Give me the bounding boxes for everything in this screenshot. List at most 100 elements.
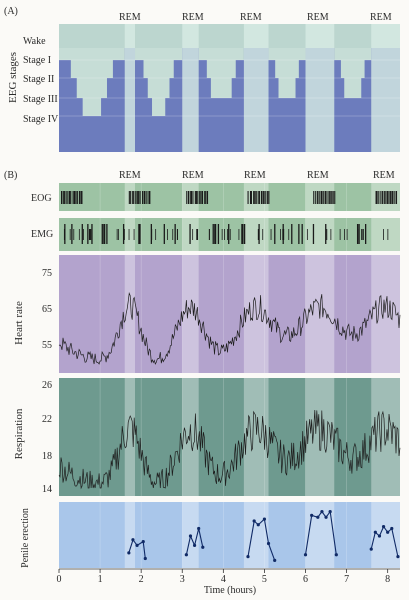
x-tick-label-6: 6: [303, 574, 308, 585]
penile-point-5-1: [369, 547, 373, 551]
stage-1-label: Stage I: [23, 55, 51, 66]
hr-tick-75: 75: [42, 268, 52, 279]
penile-point-3-2: [252, 519, 256, 523]
penile-point-3-5: [266, 541, 271, 546]
penile-background: [59, 502, 400, 568]
x-tick-label-4: 4: [221, 574, 226, 585]
rem-label-b-4: REM: [307, 170, 329, 181]
emg-rem-band-3: [243, 218, 269, 251]
penile-segment-3: [247, 517, 276, 561]
penile-point-1-3: [135, 543, 139, 547]
penile-point-2-5: [201, 545, 205, 549]
respiration-rem-band-3: [243, 378, 269, 496]
penile-point-5-2: [373, 530, 377, 534]
penile-rem-band-5: [371, 502, 400, 568]
stage-wake-label: Wake: [23, 36, 46, 47]
penile-point-5-5: [386, 530, 390, 534]
rem-period-a-1: [124, 24, 136, 152]
penile-point-2-2: [188, 534, 193, 538]
emg-label: EMG: [31, 229, 53, 240]
panel-a-label: (A): [4, 6, 18, 17]
heart-rate-rem-band-5: [371, 255, 400, 373]
hr-tick-65: 65: [42, 304, 52, 315]
penile-point-5-4: [381, 525, 386, 529]
sleep-cycle-5-stage-2: [340, 60, 365, 78]
rem-period-a-5: [371, 24, 400, 152]
sleep-cycle-2-stage-3: [147, 78, 170, 98]
resp-tick-18: 18: [42, 451, 52, 462]
penile-point-3-3: [256, 523, 260, 527]
x-tick-label-0: 0: [57, 574, 62, 585]
emg-rem-band-4: [305, 218, 335, 251]
penile-point-2-4: [197, 526, 201, 531]
heart-rate-background: [59, 255, 400, 373]
x-tick-label-1: 1: [98, 574, 103, 585]
rem-label-a-2: REM: [182, 12, 204, 23]
respiration-rem-band-1: [124, 378, 136, 496]
penile-point-1-4: [141, 540, 145, 544]
sleep-cycle-2-stage-4: [152, 98, 166, 116]
emg-rem-band-1: [124, 218, 136, 251]
resp-tick-14: 14: [42, 484, 52, 495]
sleep-cycle-1-stage-3: [76, 78, 107, 98]
x-tick-label-5: 5: [262, 574, 267, 585]
x-tick-label-7: 7: [344, 574, 349, 585]
rem-label-a-3: REM: [240, 12, 262, 23]
penile-point-5-6: [390, 526, 394, 531]
penile-point-1-1: [127, 551, 131, 555]
respiration-rem-band-2: [182, 378, 199, 496]
rem-label-a-1: REM: [119, 12, 141, 23]
x-tick-label-3: 3: [180, 574, 185, 585]
sleep-cycle-2-stage-2: [143, 60, 174, 78]
sleep-cycle-4-stage-2: [275, 60, 299, 78]
rem-period-a-4: [305, 24, 335, 152]
penile-point-4-7: [334, 553, 338, 557]
resp-tick-26: 26: [42, 380, 52, 391]
penile-point-2-1: [184, 553, 188, 557]
penile-point-5-3: [377, 534, 382, 538]
rem-label-b-1: REM: [119, 170, 141, 181]
sleep-cycle-1-stage-2: [70, 60, 113, 78]
penile-point-1-5: [143, 556, 147, 561]
penile-point-4-6: [328, 510, 332, 514]
eog-label: EOG: [31, 193, 52, 204]
penile-point-3-6: [273, 558, 277, 562]
emg-background: [59, 218, 400, 251]
x-axis-label: Time (hours): [204, 585, 256, 596]
sleep-cycle-3-stage-2: [206, 60, 236, 78]
wake-band: [59, 24, 400, 48]
sleep-cycle-3-stage-3: [210, 78, 232, 98]
respiration-trace: [58, 409, 401, 490]
respiration-axis-label: Respiration: [13, 408, 25, 459]
rem-label-b-5: REM: [373, 170, 395, 181]
rem-label-b-2: REM: [182, 170, 204, 181]
penile-point-4-4: [320, 510, 324, 514]
sleep-cycle-2-top: [135, 48, 183, 60]
penile-point-4-1: [303, 553, 308, 557]
penile-erection-axis-label: Penile erection: [20, 508, 31, 568]
rem-period-a-3: [243, 24, 269, 152]
penile-point-4-3: [316, 515, 320, 519]
stage-3-label: Stage III: [23, 94, 58, 105]
penile-point-1-2: [131, 538, 135, 542]
x-tick-label-8: 8: [385, 574, 390, 585]
panel-a: [59, 24, 400, 152]
heart-rate-rem-band-1: [124, 255, 136, 373]
rem-label-a-5: REM: [370, 12, 392, 23]
rem-label-b-3: REM: [244, 170, 266, 181]
sleep-cycle-1-top: [59, 48, 125, 60]
penile-point-4-5: [324, 515, 328, 519]
hr-tick-55: 55: [42, 340, 52, 351]
respiration-rem-band-4: [305, 378, 335, 496]
sleep-cycle-5-top: [334, 48, 372, 60]
penile-rem-band-1: [124, 502, 136, 568]
eeg-stages-axis-label: EEG stages: [7, 52, 19, 103]
panel-b-label: (B): [4, 170, 17, 181]
penile-point-2-3: [192, 543, 197, 547]
sleep-cycle-1-stage-4: [82, 98, 102, 116]
penile-point-4-2: [310, 513, 314, 517]
rem-period-a-2: [182, 24, 199, 152]
heart-rate-trace: [58, 291, 401, 365]
stage-4-label: Stage IV: [23, 114, 59, 125]
